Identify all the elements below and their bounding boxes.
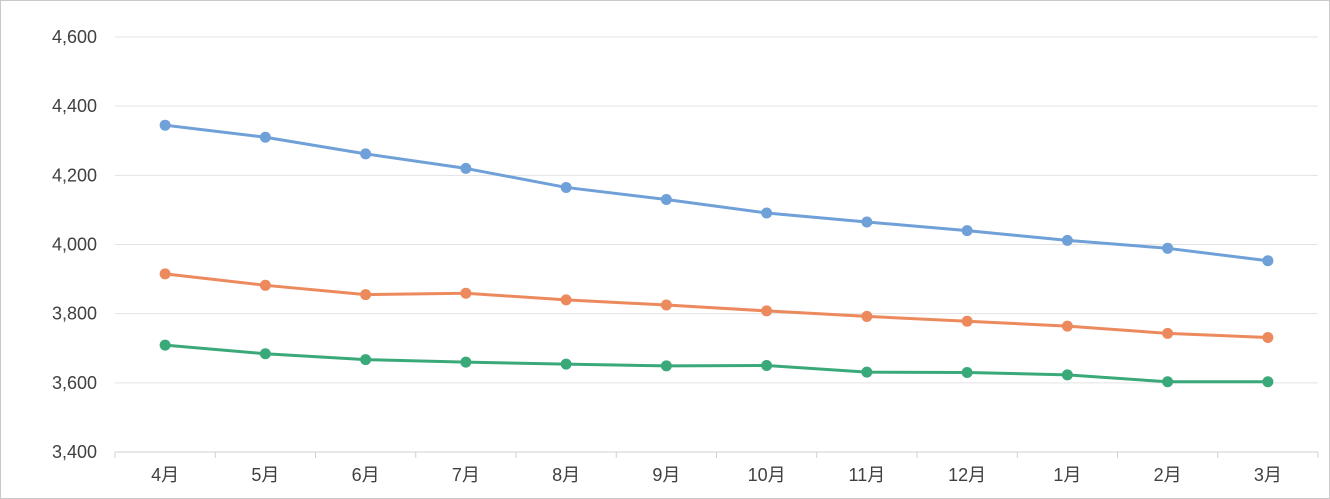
data-point (360, 289, 372, 301)
series-line (163, 272, 1270, 340)
series-3 (159, 339, 1274, 388)
data-point (861, 216, 873, 228)
x-tick-label: 8月 (552, 465, 580, 485)
series-line (163, 343, 1270, 384)
x-tick-label: 2月 (1154, 465, 1182, 485)
series-1 (159, 119, 1274, 267)
data-point (660, 194, 672, 206)
data-point (360, 148, 372, 160)
x-tick-label: 10月 (748, 465, 786, 485)
x-tick-label: 6月 (352, 465, 380, 485)
data-point (460, 356, 472, 368)
data-point (460, 287, 472, 299)
data-point (761, 207, 773, 219)
y-axis-ticks: 3,400 3,600 3,800 4,000 4,200 4,400 4,600 (52, 27, 97, 462)
data-point (761, 360, 773, 372)
data-point (961, 366, 973, 378)
y-tick-label: 3,800 (52, 304, 97, 324)
x-tick-label: 4月 (151, 465, 179, 485)
x-tick-label: 11月 (849, 465, 886, 485)
data-point (1262, 376, 1274, 388)
data-point (560, 294, 572, 306)
data-point (861, 310, 873, 322)
data-point (259, 131, 271, 143)
y-tick-label: 4,400 (52, 96, 97, 116)
data-point (259, 279, 271, 291)
x-tick-label: 9月 (652, 465, 680, 485)
data-point (1262, 255, 1274, 267)
data-point (961, 225, 973, 237)
data-point (660, 360, 672, 372)
data-point (1061, 320, 1073, 332)
data-point (159, 339, 171, 351)
x-tick-label: 5月 (251, 465, 279, 485)
series-2 (159, 268, 1274, 344)
y-tick-label: 3,600 (52, 373, 97, 393)
data-point (861, 366, 873, 378)
data-point (159, 268, 171, 280)
series-layer (159, 119, 1274, 388)
x-tick-label: 12月 (948, 465, 986, 485)
y-tick-label: 3,400 (52, 442, 97, 462)
data-point (1061, 234, 1073, 246)
data-point (360, 354, 372, 366)
x-axis-ticks: 4月 5月 6月 7月 8月 9月 10月 11月 12月 1月 2月 3月 (114, 452, 1319, 485)
y-tick-label: 4,000 (52, 235, 97, 255)
data-point (560, 181, 572, 193)
x-tick-label: 1月 (1053, 465, 1081, 485)
x-tick-label: 7月 (452, 465, 480, 485)
data-point (159, 119, 171, 131)
x-tick-label: 3月 (1254, 465, 1282, 485)
data-point (761, 305, 773, 317)
data-point (1061, 369, 1073, 381)
data-point (660, 299, 672, 311)
data-point (961, 315, 973, 327)
data-point (1262, 332, 1274, 344)
y-tick-label: 4,200 (52, 165, 97, 185)
data-point (1162, 327, 1174, 339)
y-tick-label: 4,600 (52, 27, 97, 47)
data-point (259, 348, 271, 360)
data-point (460, 162, 472, 174)
data-point (1162, 242, 1174, 254)
data-point (560, 358, 572, 370)
series-line (163, 123, 1270, 263)
data-point (1162, 376, 1174, 388)
